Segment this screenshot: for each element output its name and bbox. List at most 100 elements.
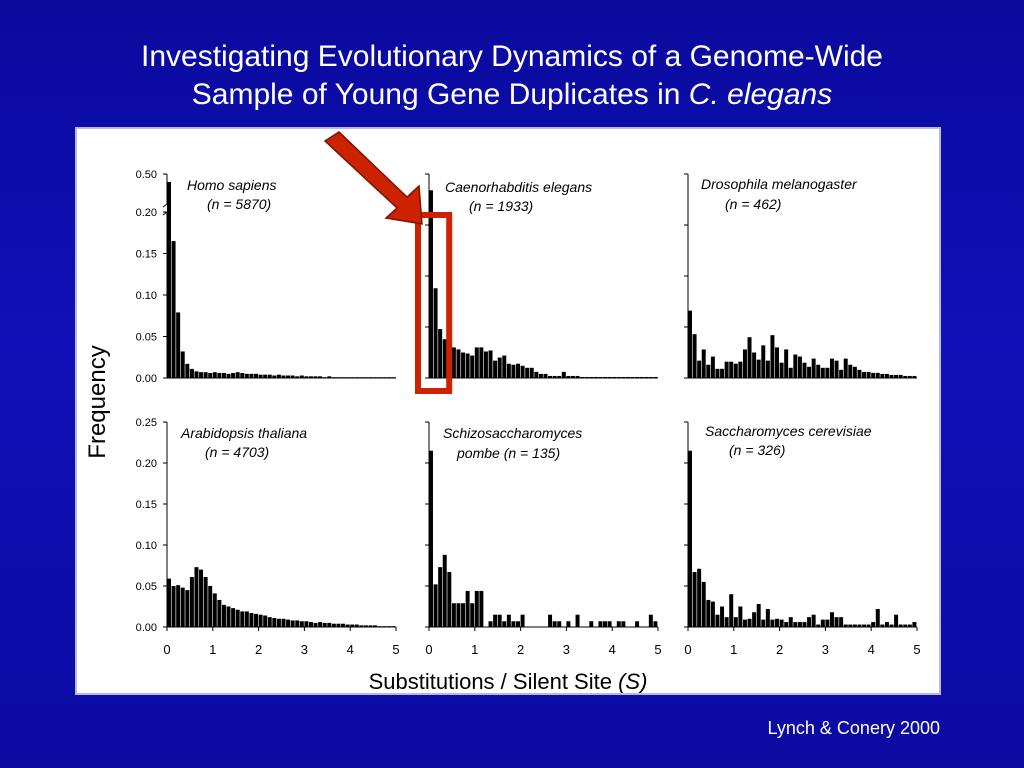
bar-p6-19 bbox=[770, 619, 775, 627]
bar-p5-1 bbox=[429, 450, 433, 627]
bar-p2-48 bbox=[644, 376, 649, 378]
bar-p5-49 bbox=[648, 614, 653, 627]
bar-p6-45 bbox=[889, 624, 894, 627]
bar-p3-32 bbox=[829, 358, 834, 378]
bar-p3-8 bbox=[720, 368, 725, 378]
bar-p2-49 bbox=[648, 376, 653, 378]
bar-p3-18 bbox=[765, 360, 770, 378]
bar-p1-12 bbox=[217, 373, 222, 378]
x-tick-label-p6-5: 4 bbox=[868, 642, 875, 657]
bar-p1-20 bbox=[254, 373, 258, 378]
bar-p6-44 bbox=[884, 622, 889, 627]
bar-p3-33 bbox=[834, 360, 839, 378]
bar-p6-41 bbox=[871, 622, 876, 627]
bar-p1-2 bbox=[171, 241, 176, 378]
x-tick-label-p4-4: 3 bbox=[301, 642, 308, 657]
bar-p4-25 bbox=[276, 618, 281, 627]
bar-p3-36 bbox=[848, 364, 853, 378]
y-tick-label-p1-3: 0.15 bbox=[136, 249, 157, 261]
bar-p2-42 bbox=[616, 376, 621, 378]
species-label-p1: Homo sapiens bbox=[187, 177, 277, 193]
bar-p1-6 bbox=[189, 368, 194, 378]
bar-p6-8 bbox=[720, 606, 725, 627]
bar-p1-30 bbox=[299, 375, 304, 378]
bar-p6-40 bbox=[866, 624, 871, 627]
bar-p1-27 bbox=[286, 375, 291, 378]
bar-p4-9 bbox=[203, 576, 208, 627]
bar-p4-20 bbox=[254, 613, 258, 627]
x-tick-label-p6-4: 3 bbox=[822, 642, 829, 657]
bar-p1-23 bbox=[267, 374, 272, 378]
title-line-2: Sample of Young Gene Duplicates in C. el… bbox=[0, 76, 1024, 114]
bar-p3-12 bbox=[738, 361, 743, 378]
bar-p6-28 bbox=[811, 614, 816, 627]
bar-p6-26 bbox=[802, 622, 807, 627]
bar-p5-15 bbox=[493, 614, 498, 627]
bar-p1-18 bbox=[244, 373, 249, 378]
bar-p2-3 bbox=[438, 329, 443, 378]
bar-p1-21 bbox=[258, 374, 263, 378]
bar-p2-15 bbox=[493, 360, 498, 378]
bar-p1-29 bbox=[295, 376, 300, 378]
x-tick-label-p5-2: 1 bbox=[471, 642, 478, 657]
bar-p6-36 bbox=[848, 624, 853, 627]
bar-p4-32 bbox=[308, 622, 313, 627]
bar-p2-37 bbox=[593, 376, 598, 378]
bar-p3-15 bbox=[752, 352, 757, 378]
title-line-1: Investigating Evolutionary Dynamics of a… bbox=[140, 40, 883, 73]
x-tick-label-p4-1: 0 bbox=[163, 642, 170, 657]
bar-p5-29 bbox=[557, 621, 562, 627]
bar-p3-42 bbox=[875, 372, 880, 378]
bar-p5-42 bbox=[616, 621, 621, 627]
bar-p4-41 bbox=[350, 624, 355, 627]
bar-p6-6 bbox=[710, 601, 715, 627]
bar-p5-10 bbox=[470, 603, 475, 627]
bar-p3-35 bbox=[843, 358, 848, 378]
y-tick-label-p4-6: 0.00 bbox=[136, 622, 157, 634]
bar-p4-45 bbox=[368, 625, 373, 627]
x-axis-title: Substitutions / Silent Site (S) bbox=[369, 669, 648, 693]
bar-p3-2 bbox=[692, 334, 697, 378]
bar-p2-24 bbox=[534, 371, 539, 378]
bar-p6-14 bbox=[747, 618, 752, 627]
x-tick-label-p6-6: 5 bbox=[913, 642, 920, 657]
bar-p4-30 bbox=[299, 621, 304, 627]
x-tick-label-p6-2: 1 bbox=[730, 642, 737, 657]
bar-p1-3 bbox=[176, 312, 181, 378]
species-label-p2: Caenorhabditis elegans bbox=[445, 179, 592, 195]
bar-p2-20 bbox=[516, 363, 520, 378]
bar-p3-25 bbox=[797, 356, 802, 378]
bar-p4-23 bbox=[267, 617, 272, 627]
bar-p6-16 bbox=[756, 604, 761, 627]
bar-p4-36 bbox=[327, 622, 332, 627]
bar-p5-33 bbox=[575, 614, 580, 627]
bar-p5-4 bbox=[442, 554, 447, 627]
bar-p3-9 bbox=[724, 361, 729, 378]
bar-p2-1 bbox=[429, 190, 433, 378]
x-tick-label-p6-1: 0 bbox=[684, 642, 691, 657]
bar-p3-37 bbox=[852, 366, 857, 378]
bar-p1-31 bbox=[304, 376, 309, 378]
bar-p4-14 bbox=[226, 606, 231, 627]
bar-p1-7 bbox=[194, 371, 199, 378]
bar-p3-19 bbox=[770, 335, 775, 378]
bar-p5-27 bbox=[548, 614, 553, 627]
bar-p4-39 bbox=[341, 623, 346, 627]
bar-p6-24 bbox=[793, 622, 798, 627]
bar-p2-50 bbox=[653, 376, 658, 378]
y-tick-label-p1-4: 0.10 bbox=[136, 290, 157, 302]
bar-p5-5 bbox=[447, 572, 452, 627]
bar-p5-46 bbox=[635, 621, 640, 627]
bar-p3-38 bbox=[857, 369, 862, 378]
bar-p4-43 bbox=[359, 625, 364, 627]
bar-p3-34 bbox=[839, 369, 844, 378]
bar-p4-37 bbox=[331, 623, 336, 627]
bar-p1-4 bbox=[180, 351, 185, 378]
bar-p6-49 bbox=[907, 624, 912, 627]
bar-p2-25 bbox=[538, 373, 543, 378]
bar-p1-26 bbox=[281, 375, 286, 378]
y-tick-label-p4-3: 0.15 bbox=[136, 499, 157, 511]
sample-size-label-p2: (n = 1933) bbox=[469, 198, 533, 214]
bar-p6-20 bbox=[775, 618, 779, 627]
bar-p2-13 bbox=[483, 351, 488, 378]
